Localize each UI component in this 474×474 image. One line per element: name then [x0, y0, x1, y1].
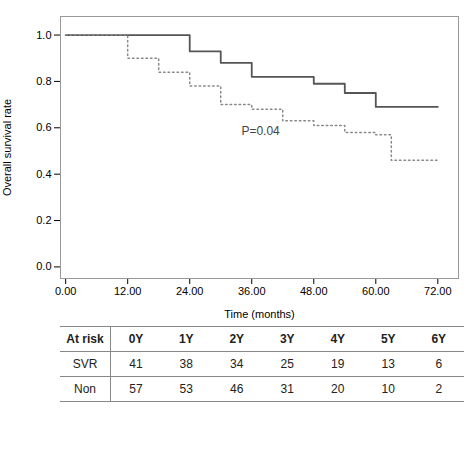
svg-text:0.8: 0.8: [36, 75, 51, 87]
svg-text:12.00: 12.00: [114, 285, 142, 297]
html-text:20: 20: [331, 382, 345, 396]
svg-text:Time (months): Time (months): [224, 308, 295, 320]
html-text:6Y: 6Y: [431, 332, 447, 346]
html-text:53: 53: [179, 382, 193, 396]
html-text:19: 19: [331, 357, 345, 371]
html-text:13: 13: [381, 357, 395, 371]
svg-text:36.00: 36.00: [238, 285, 266, 297]
svg-text:72.00: 72.00: [424, 285, 452, 297]
html-text:Non: Non: [74, 382, 96, 396]
svg-text:0.2: 0.2: [36, 214, 51, 226]
html-text:38: 38: [179, 357, 193, 371]
html-text:4Y: 4Y: [330, 332, 346, 346]
svg-text:1.0: 1.0: [36, 29, 51, 41]
html-text:31: 31: [280, 382, 294, 396]
html-text:At risk: At risk: [66, 332, 104, 346]
svg-text:0.00: 0.00: [55, 285, 76, 297]
svg-text:P=0.04: P=0.04: [241, 124, 280, 138]
html-text:57: 57: [129, 382, 143, 396]
html-text:25: 25: [280, 357, 294, 371]
svg-text:48.00: 48.00: [300, 285, 328, 297]
html-text:41: 41: [129, 357, 143, 371]
svg-text:60.00: 60.00: [362, 285, 390, 297]
svg-text:24.00: 24.00: [176, 285, 204, 297]
html-text:3Y: 3Y: [279, 332, 295, 346]
svg-text:0.6: 0.6: [36, 121, 51, 133]
html-text:6: 6: [435, 357, 443, 371]
html-text:46: 46: [230, 382, 244, 396]
html-text:2Y: 2Y: [229, 332, 245, 346]
html-text:1Y: 1Y: [178, 332, 194, 346]
html-text:SVR: SVR: [72, 357, 98, 371]
svg-text:Overall survival rate: Overall survival rate: [1, 99, 13, 196]
html-text:10: 10: [381, 382, 395, 396]
html-text:5Y: 5Y: [380, 332, 396, 346]
svg-text:0.0: 0.0: [36, 260, 51, 272]
html-text:0Y: 0Y: [128, 332, 144, 346]
svg-text:0.4: 0.4: [36, 168, 51, 180]
html-text:2: 2: [435, 382, 443, 396]
html-text:34: 34: [230, 357, 244, 371]
